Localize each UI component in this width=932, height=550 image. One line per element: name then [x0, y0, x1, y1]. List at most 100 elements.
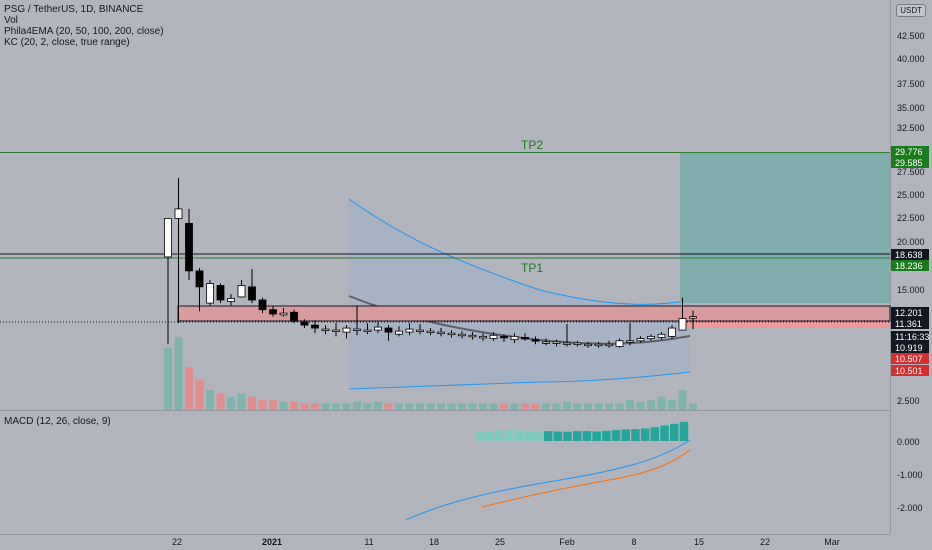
price-axis-tick: 35.000 — [897, 103, 925, 113]
volume-bar — [531, 403, 540, 410]
price-axis-tick: 25.000 — [897, 190, 925, 200]
candle-body — [216, 285, 225, 301]
macd-histogram-bar — [543, 431, 553, 441]
volume-bar — [248, 396, 256, 410]
candle — [290, 309, 298, 324]
candle-body — [605, 343, 613, 347]
macd-histogram-bar — [485, 431, 495, 441]
price-label-text: 18.638 — [895, 250, 923, 260]
candle — [594, 341, 603, 348]
price-label-box — [891, 157, 929, 168]
time-axis-tick: 15 — [694, 537, 704, 547]
candle-body — [300, 321, 309, 326]
kc-label[interactable]: KC (20, 2, close, true range) — [4, 37, 130, 48]
candle-body — [195, 270, 204, 288]
macd-pane[interactable] — [0, 410, 890, 534]
symbol-label[interactable]: PSG / TetherUS, 1D, BINANCE — [4, 4, 144, 15]
macd-histogram-bar — [602, 430, 611, 441]
volume-bar — [668, 400, 676, 410]
macd-histogram-bar — [621, 429, 630, 441]
volume-bar — [615, 403, 624, 410]
volume-bar — [500, 403, 508, 410]
volume-bars — [164, 337, 697, 410]
candle — [237, 280, 246, 298]
ema-label[interactable]: Phila4EMA (20, 50, 100, 200, close) — [4, 26, 164, 37]
candle — [573, 340, 582, 347]
candle — [626, 323, 634, 346]
price-label-box — [891, 342, 929, 353]
macd-label[interactable]: MACD (12, 26, close, 9) — [4, 416, 111, 427]
candle-body — [552, 341, 561, 344]
candle — [689, 310, 697, 330]
candle-body — [500, 335, 508, 339]
volume-bar — [584, 403, 592, 410]
macd-axis[interactable]: 0.000 -1.000 -2.000 — [897, 437, 923, 513]
candle — [258, 297, 267, 314]
volume-bar — [237, 393, 246, 410]
candle — [227, 293, 235, 306]
macd-histogram-bar — [670, 423, 679, 441]
kc-upper-line — [348, 198, 691, 305]
candle-body — [636, 338, 645, 342]
price-label-text: 11.361 — [895, 319, 922, 329]
candle — [195, 267, 204, 312]
volume-bar — [321, 403, 330, 410]
price-label-text: 12.201 — [895, 308, 923, 318]
volume-bar — [279, 401, 288, 410]
candle — [657, 332, 666, 340]
candle-body — [573, 342, 582, 345]
price-label-box — [891, 146, 929, 157]
volume-bar — [605, 403, 613, 410]
time-axis-tick: Feb — [559, 537, 575, 547]
candle-body — [332, 329, 340, 332]
volume-bar — [468, 403, 477, 410]
candle — [678, 297, 687, 331]
macd-axis-tick: 0.000 — [897, 437, 920, 447]
candle-body — [531, 339, 540, 342]
volume-bar — [311, 403, 319, 410]
candle-body — [426, 330, 435, 334]
price-axis-tick: 22.500 — [897, 213, 925, 223]
candle-body — [164, 218, 172, 258]
candle-body — [237, 285, 246, 298]
macd-histogram-bar — [611, 430, 621, 441]
candle-body — [405, 328, 414, 333]
price-label-box — [891, 307, 929, 318]
vol-label[interactable]: Vol — [4, 15, 18, 26]
tp2-label: TP2 — [521, 138, 543, 152]
time-axis-tick: 2021 — [262, 537, 282, 547]
volume-bar — [300, 403, 309, 410]
candle — [531, 336, 540, 345]
volume-bar — [521, 403, 529, 410]
time-axis[interactable]: 22 2021 11 18 25 Feb 8 15 22 Mar — [172, 537, 840, 547]
candle-body — [510, 335, 519, 341]
price-axis-tick: 15.000 — [897, 285, 925, 295]
candle — [458, 331, 466, 339]
macd-histogram-bar — [650, 427, 660, 441]
price-label-text: 10.919 — [895, 343, 923, 353]
volume-bar — [647, 400, 655, 410]
macd-histogram-bar — [631, 429, 640, 441]
currency-badge[interactable]: USDT — [896, 4, 926, 17]
candle-body — [342, 327, 351, 333]
volume-bar — [636, 401, 645, 410]
candle — [468, 332, 477, 340]
volume-bar — [458, 403, 466, 410]
candle — [605, 340, 613, 348]
price-label-box — [891, 260, 929, 271]
candle-body — [416, 329, 424, 332]
candle — [279, 308, 288, 317]
price-label-box — [891, 249, 929, 260]
candle — [437, 328, 445, 337]
volume-bar — [447, 403, 456, 410]
candle-body — [206, 283, 214, 304]
candle-body — [594, 343, 603, 347]
candle-body — [185, 222, 193, 272]
volume-bar — [363, 403, 372, 410]
price-label-text: 11:16:33 — [895, 332, 929, 342]
candle — [384, 325, 393, 341]
macd-histogram-bar — [573, 431, 582, 441]
macd-histogram-bar — [534, 431, 543, 441]
candle-body — [615, 340, 624, 347]
